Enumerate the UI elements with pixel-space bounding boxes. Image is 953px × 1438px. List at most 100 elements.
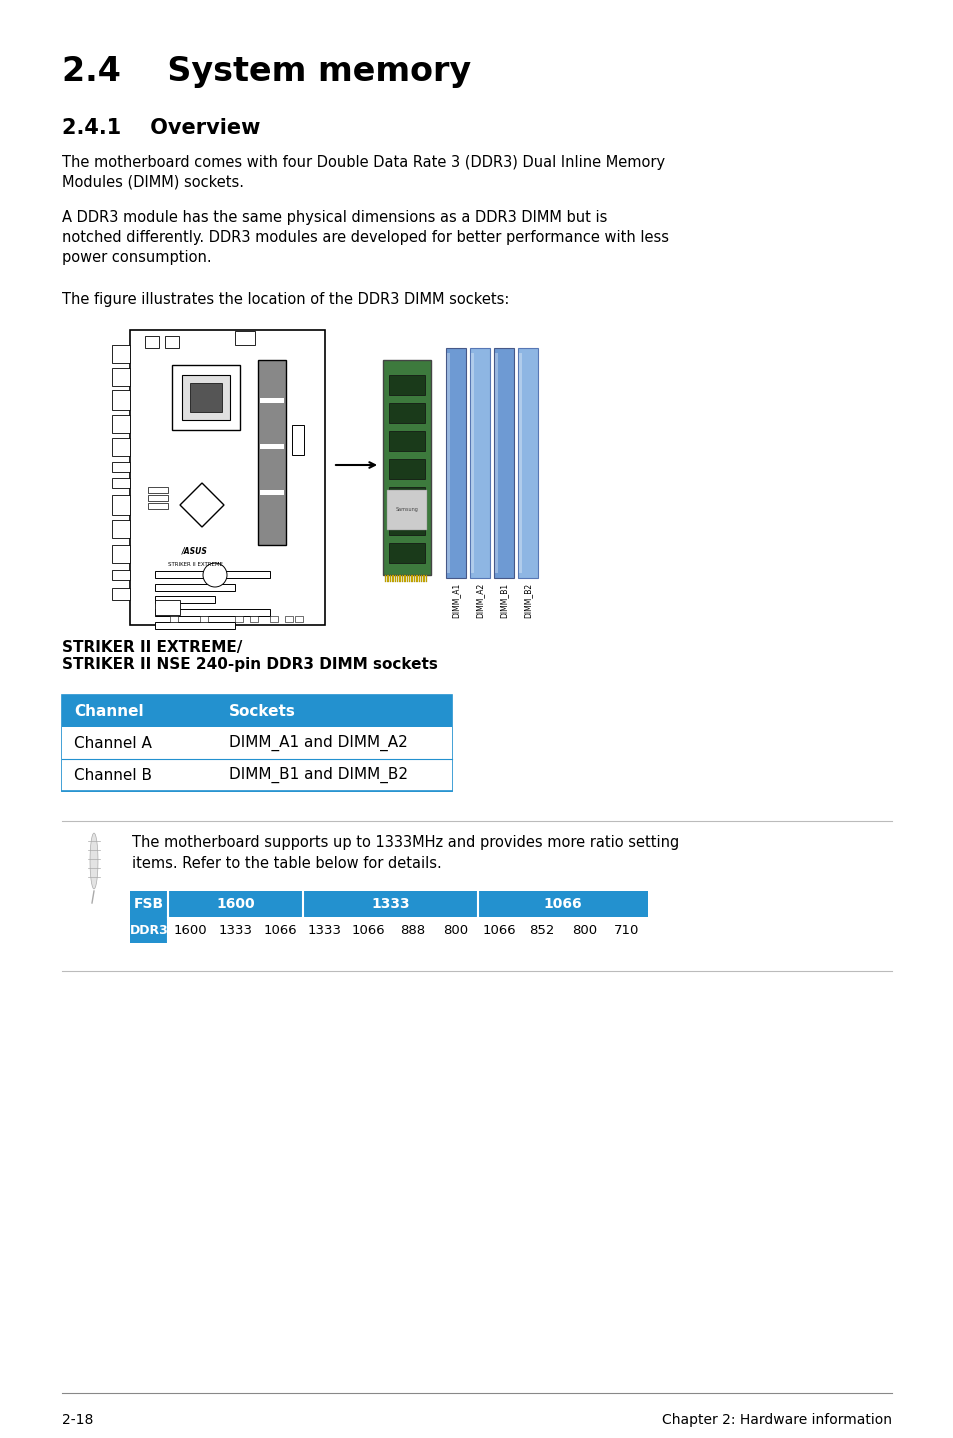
Text: 1600: 1600 [216,897,254,912]
Bar [200,615,208,623]
Text: 2.4    System memory: 2.4 System memory [62,55,471,88]
Text: Channel B: Channel B [74,768,152,782]
Text: A DDR3 module has the same physical dimensions as a DDR3 DIMM but is
notched dif: A DDR3 module has the same physical dime… [62,210,668,265]
Bar [389,515,424,535]
Text: 1066: 1066 [482,923,516,936]
Bar [389,431,424,452]
Text: DIMM_A1 and DIMM_A2: DIMM_A1 and DIMM_A2 [229,735,407,751]
Text: DIMM_B1: DIMM_B1 [499,582,508,618]
Bar [112,588,130,600]
Bar [112,390,130,410]
Bar [396,575,398,582]
Bar [294,615,303,623]
Bar [234,615,243,623]
Bar [416,575,417,582]
Bar [172,365,240,430]
Bar [385,575,386,582]
Text: Sockets: Sockets [229,703,295,719]
Text: 2.4.1    Overview: 2.4.1 Overview [62,118,260,138]
Bar [401,575,403,582]
Bar [145,336,159,348]
Bar [406,575,408,582]
Text: DDR3: DDR3 [130,923,168,936]
Bar [477,917,647,943]
Bar [154,571,270,578]
Circle shape [203,564,227,587]
Bar [130,917,647,943]
Bar [62,695,452,791]
Text: DIMM_B1 and DIMM_B2: DIMM_B1 and DIMM_B2 [229,766,408,784]
Text: The motherboard comes with four Double Data Rate 3 (DDR3) Dual Inline Memory
Mod: The motherboard comes with four Double D… [62,155,664,190]
Bar [190,383,222,413]
Bar [257,360,286,545]
Bar [250,615,257,623]
Text: 710: 710 [614,923,639,936]
Text: 1333: 1333 [218,923,253,936]
Bar [447,352,450,572]
Bar [409,575,410,582]
Text: STRIKER II NSE 240-pin DDR3 DIMM sockets: STRIKER II NSE 240-pin DDR3 DIMM sockets [62,657,437,672]
Bar [517,348,537,578]
Bar [303,917,477,943]
Bar [260,490,284,495]
Bar [130,892,647,917]
Text: 1066: 1066 [263,923,297,936]
Bar [62,728,452,759]
Bar [420,575,422,582]
Text: STRIKER II EXTREME/: STRIKER II EXTREME/ [62,640,242,654]
Bar [389,375,424,395]
Polygon shape [180,483,224,526]
Text: 1066: 1066 [352,923,385,936]
Bar [471,352,474,572]
Bar [389,487,424,508]
Bar [494,348,514,578]
Bar [112,462,130,472]
Text: STRIKER II EXTREME: STRIKER II EXTREME [168,562,222,567]
Bar [182,375,230,420]
Bar [411,575,413,582]
Bar [470,348,490,578]
Bar [130,329,325,626]
Bar [112,545,130,564]
Bar [414,575,415,582]
Bar [495,352,497,572]
Bar [154,623,234,628]
Bar [154,595,214,603]
Text: 800: 800 [571,923,597,936]
Bar [389,459,424,479]
Bar [399,575,400,582]
Bar [418,575,419,582]
Bar [292,426,304,454]
Bar [148,487,168,493]
Text: DIMM_A2: DIMM_A2 [475,582,484,618]
Bar [62,759,452,791]
Text: 1333: 1333 [371,897,410,912]
Bar [112,416,130,433]
Text: Chapter 2: Hardware information: Chapter 2: Hardware information [661,1414,891,1426]
Bar [112,368,130,385]
Bar [390,575,391,582]
Bar [112,569,130,580]
Bar [270,615,277,623]
Bar [392,575,394,582]
Text: Channel A: Channel A [74,735,152,751]
Bar [285,615,293,623]
Bar [112,439,130,456]
Bar [154,584,234,591]
Bar [425,575,427,582]
Bar [446,348,465,578]
Bar [112,495,130,515]
Text: 1333: 1333 [308,923,341,936]
Text: Samsung: Samsung [395,508,418,512]
Text: The figure illustrates the location of the DDR3 DIMM sockets:: The figure illustrates the location of t… [62,292,509,306]
Bar [170,615,178,623]
Bar [154,610,270,615]
Text: DIMM_A1: DIMM_A1 [451,582,460,618]
Text: DIMM_B2: DIMM_B2 [523,582,532,618]
Bar [112,477,130,487]
Bar [387,490,427,531]
Text: /ASUS: /ASUS [182,546,208,555]
Bar [518,352,521,572]
Bar [148,495,168,500]
Text: 1600: 1600 [173,923,207,936]
